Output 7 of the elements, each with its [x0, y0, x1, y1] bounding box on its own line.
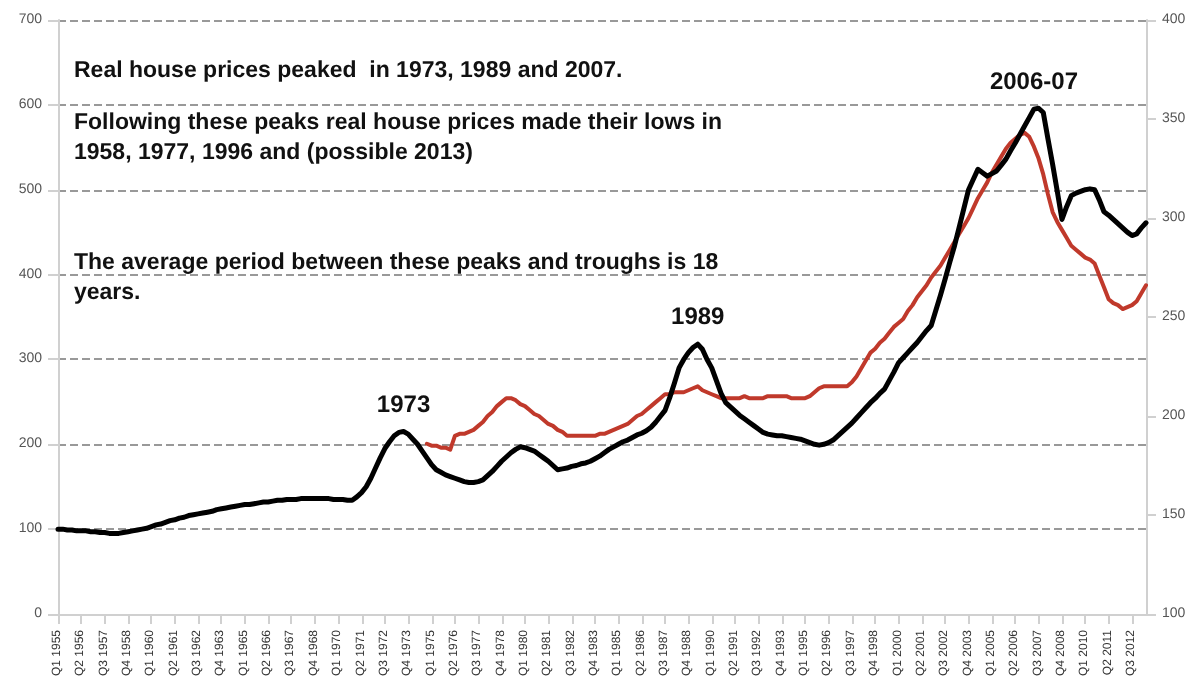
annotation: 1989 — [671, 302, 726, 331]
annotation: 2006-07 — [989, 67, 1079, 96]
line-series — [55, 105, 1149, 536]
annotation: Real house prices peaked in 1973, 1989 and 2007. — [74, 59, 623, 83]
annotation: Following these peaks real house prices made their lows in 1958, 1977, 1996 and (possible 2013) — [74, 111, 729, 165]
annotation: 1973 — [376, 389, 431, 418]
annotation: The average period between these peaks and troughs is 18 years. — [74, 251, 725, 305]
